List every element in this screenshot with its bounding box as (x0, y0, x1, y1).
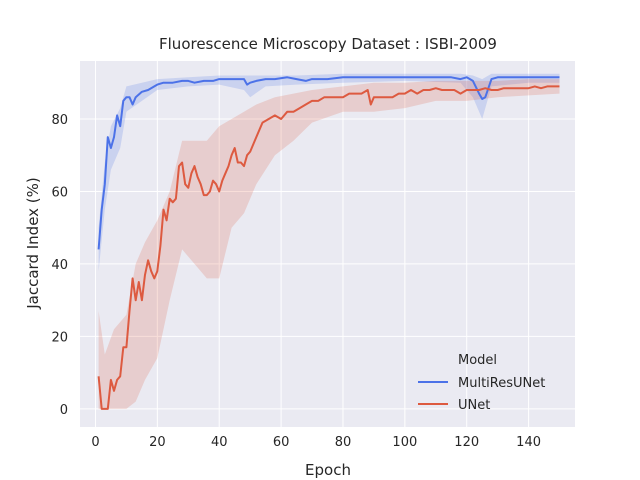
series-line-multiresunet (97, 76, 560, 250)
y-tick-label: 40 (51, 258, 68, 273)
band-multiresunet (98, 73, 560, 272)
series-lines (97, 76, 560, 410)
series-line-unet (97, 85, 560, 410)
x-tick-labels: 0 20 40 60 80 100 120 140 (91, 435, 541, 450)
y-tick-label: 60 (51, 185, 68, 200)
x-tick-label: 40 (211, 435, 228, 450)
x-tick-label: 80 (335, 435, 352, 450)
legend-entry-multiresunet: MultiResUNet (458, 376, 545, 391)
plot-area (80, 61, 575, 427)
x-tick-label: 100 (392, 435, 417, 450)
x-tick-label: 120 (454, 435, 479, 450)
x-tick-label: 140 (516, 435, 541, 450)
x-axis-label: Epoch (305, 461, 351, 479)
legend-entry-unet: UNet (458, 398, 490, 413)
y-axis-label: Jaccard Index (%) (24, 177, 42, 310)
y-tick-label: 0 (60, 403, 68, 418)
x-tick-label: 0 (91, 435, 99, 450)
grid (80, 61, 575, 427)
chart-title: Fluorescence Microscopy Dataset : ISBI-2… (159, 35, 497, 53)
y-tick-label: 20 (51, 330, 68, 345)
band-unet (98, 79, 560, 409)
legend-title: Model (458, 353, 497, 368)
y-tick-labels: 0 20 40 60 80 (51, 113, 68, 418)
confidence-bands (98, 73, 560, 409)
x-tick-label: 20 (149, 435, 166, 450)
legend: Model MultiResUNet UNet (418, 353, 545, 413)
y-tick-label: 80 (51, 113, 68, 128)
x-tick-label: 60 (273, 435, 290, 450)
